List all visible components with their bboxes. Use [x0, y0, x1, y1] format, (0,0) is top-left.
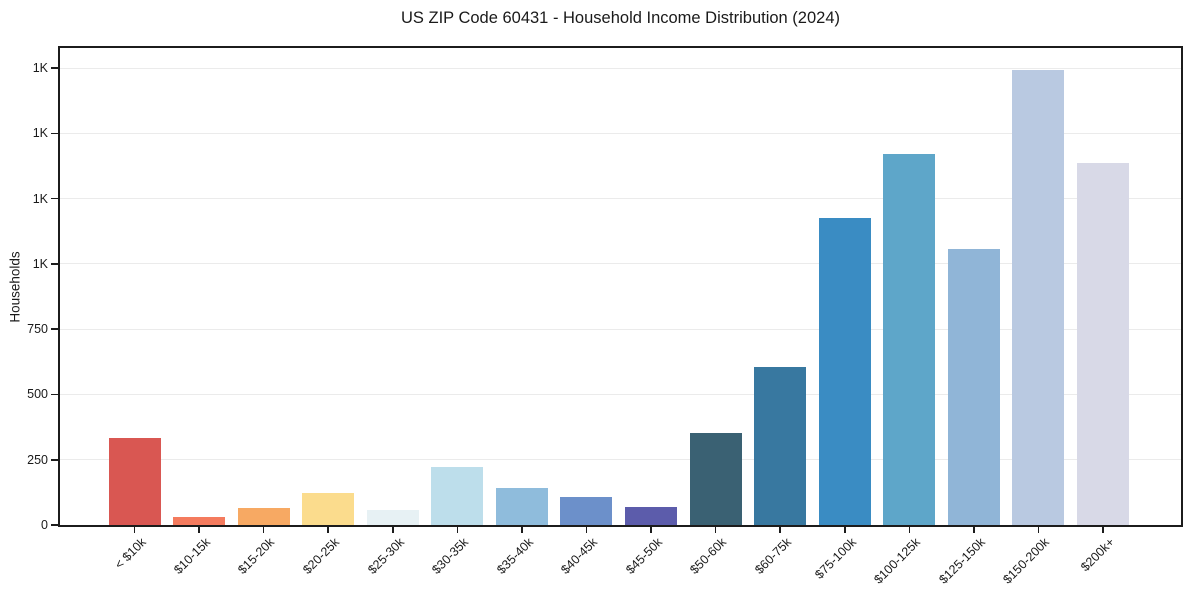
- x-tick-label: $100-125k: [871, 535, 924, 587]
- x-tick-label: $35-40k: [493, 535, 536, 577]
- x-tick-label: $15-20k: [235, 535, 278, 577]
- bar: [302, 492, 355, 525]
- gridline: [60, 198, 1181, 200]
- bar: [495, 487, 548, 525]
- chart-title: US ZIP Code 60431 - Household Income Dis…: [400, 9, 840, 27]
- x-tick-mark: [198, 527, 200, 533]
- bar: [1077, 163, 1130, 525]
- y-tick-label: 1K: [32, 191, 48, 206]
- y-tick-label: 1K: [32, 126, 48, 141]
- y-tick-mark: [51, 67, 58, 69]
- bar: [237, 507, 290, 525]
- y-tick-mark: [51, 524, 58, 526]
- x-tick-mark: [714, 527, 717, 533]
- plot-area: [58, 46, 1183, 527]
- x-tick-label: $125-150k: [936, 535, 988, 587]
- gridline: [60, 459, 1181, 461]
- bar: [431, 467, 484, 525]
- bar: [625, 507, 678, 525]
- y-tick-label: 1K: [32, 256, 48, 271]
- bar: [366, 510, 419, 525]
- x-tick-mark: [391, 527, 394, 533]
- x-tick-label: $25-30k: [364, 535, 407, 577]
- x-tick-label: $20-25k: [300, 535, 343, 577]
- x-tick-label: $200k+: [1077, 535, 1117, 575]
- x-tick-label: $150-200k: [1000, 535, 1053, 587]
- y-tick-label: 0: [41, 518, 48, 532]
- bar: [689, 433, 742, 525]
- y-tick-label: 250: [27, 452, 48, 467]
- x-tick-mark: [973, 527, 975, 533]
- x-tick-mark: [908, 527, 911, 533]
- bar: [108, 437, 161, 525]
- x-tick-mark: [456, 527, 459, 533]
- x-tick-label: $45-50k: [623, 535, 665, 577]
- x-tick-label: $10-15k: [171, 535, 213, 577]
- x-tick-mark: [521, 527, 523, 533]
- gridline: [60, 263, 1181, 265]
- y-tick-mark: [51, 328, 58, 330]
- bar: [947, 248, 1000, 525]
- x-tick-mark: [843, 527, 846, 533]
- x-tick-mark: [1037, 527, 1040, 533]
- gridline: [60, 393, 1181, 395]
- x-tick-mark: [262, 527, 265, 533]
- y-tick-mark: [51, 393, 58, 396]
- x-tick-mark: [133, 527, 136, 533]
- bar: [883, 153, 936, 525]
- bar: [754, 367, 807, 525]
- x-tick-mark: [1102, 527, 1104, 533]
- bar: [818, 218, 871, 525]
- y-tick-label: 750: [27, 322, 48, 337]
- x-tick-label: $75-100k: [811, 535, 859, 582]
- y-tick-mark: [51, 132, 58, 135]
- x-tick-mark: [650, 527, 652, 533]
- gridline: [60, 132, 1181, 134]
- y-tick-mark: [51, 458, 58, 461]
- y-tick-mark: [51, 263, 58, 265]
- bar: [1012, 69, 1065, 525]
- x-tick-label: $40-45k: [558, 535, 601, 577]
- y-tick-label: 500: [27, 387, 48, 402]
- gridline: [60, 328, 1181, 330]
- x-tick-label: $30-35k: [429, 535, 472, 577]
- bar: [560, 496, 613, 525]
- x-tick-label: $60-75k: [752, 535, 795, 577]
- gridline: [60, 67, 1181, 69]
- bar: [173, 516, 226, 525]
- x-tick-mark: [327, 527, 329, 533]
- x-tick-label: $50-60k: [687, 535, 730, 577]
- x-tick-mark: [779, 527, 781, 533]
- y-tick-label: 1K: [32, 61, 48, 76]
- x-tick-mark: [585, 527, 588, 533]
- x-tick-label: < $10k: [111, 535, 149, 572]
- y-tick-mark: [51, 197, 58, 200]
